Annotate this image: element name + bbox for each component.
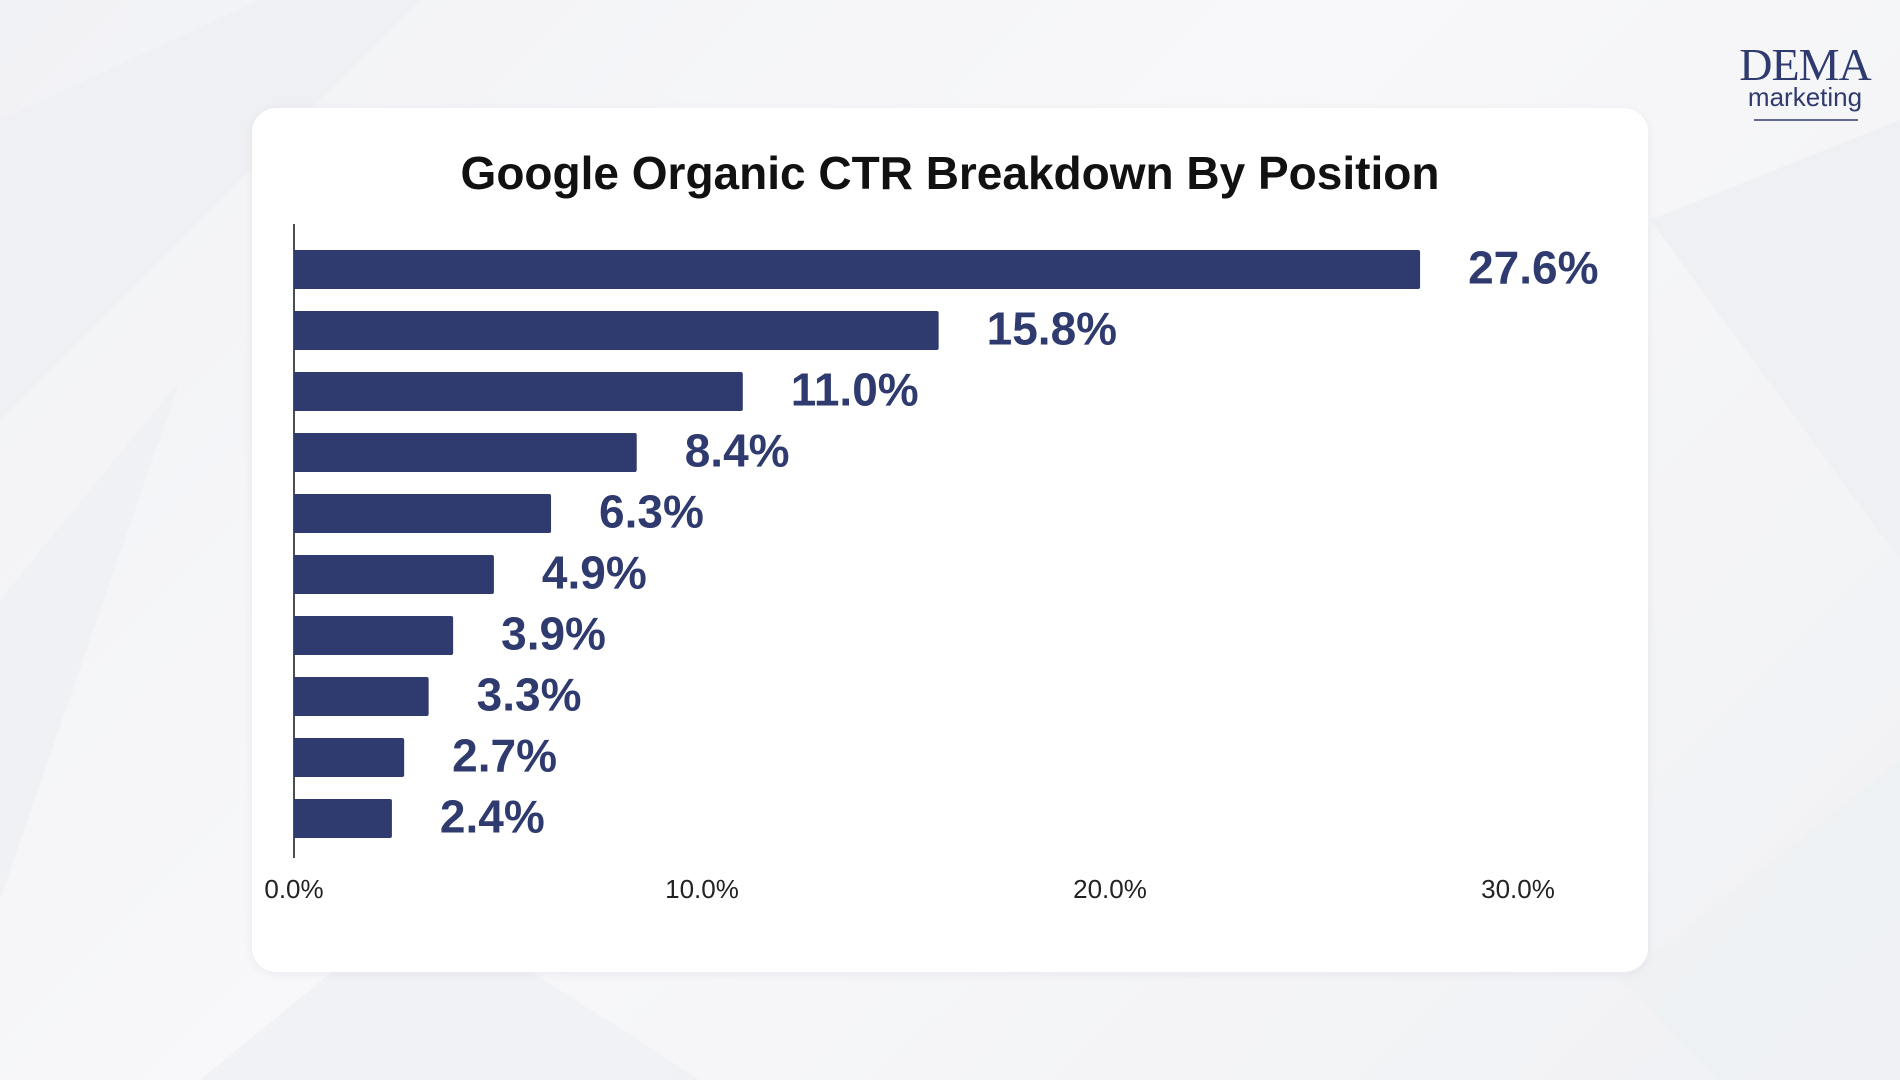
bar-position-10 bbox=[294, 799, 392, 838]
brand-logo: DEMA marketing bbox=[1730, 28, 1880, 128]
data-label-position-8: 3.3% bbox=[477, 669, 582, 721]
data-label-position-7: 3.9% bbox=[501, 608, 606, 660]
data-label-position-2: 15.8% bbox=[987, 303, 1117, 355]
data-label-position-4: 8.4% bbox=[685, 425, 790, 477]
chart-card: Google Organic CTR Breakdown By Position… bbox=[252, 108, 1648, 972]
data-label-position-5: 6.3% bbox=[599, 486, 704, 538]
x-tick-label: 0.0% bbox=[264, 874, 323, 904]
x-tick-label: 10.0% bbox=[665, 874, 739, 904]
logo-dema: DEMA bbox=[1739, 39, 1871, 90]
data-label-position-1: 27.6% bbox=[1468, 242, 1598, 294]
x-tick-label: 30.0% bbox=[1481, 874, 1555, 904]
logo-marketing: marketing bbox=[1748, 82, 1862, 112]
data-label-position-9: 2.7% bbox=[452, 730, 557, 782]
bar-position-7 bbox=[294, 616, 454, 655]
data-label-position-3: 11.0% bbox=[791, 364, 919, 416]
data-label-position-10: 2.4% bbox=[440, 791, 545, 843]
bar-position-6 bbox=[294, 555, 494, 594]
x-tick-label: 20.0% bbox=[1073, 874, 1147, 904]
bar-position-9 bbox=[294, 738, 405, 777]
chart-title: Google Organic CTR Breakdown By Position bbox=[460, 147, 1440, 199]
data-label-position-6: 4.9% bbox=[542, 547, 647, 599]
bar-position-2 bbox=[294, 311, 939, 350]
bar-position-1 bbox=[294, 250, 1421, 289]
bar-position-3 bbox=[294, 372, 743, 411]
ctr-bar-chart: 27.6% 15.8% 11.0%8.4% 6.3% 4.9% 3.9% 3.3% 2.7% 2… bbox=[264, 224, 1599, 904]
bar-position-4 bbox=[294, 433, 637, 472]
bar-position-5 bbox=[294, 494, 552, 533]
bar-position-8 bbox=[294, 677, 429, 716]
